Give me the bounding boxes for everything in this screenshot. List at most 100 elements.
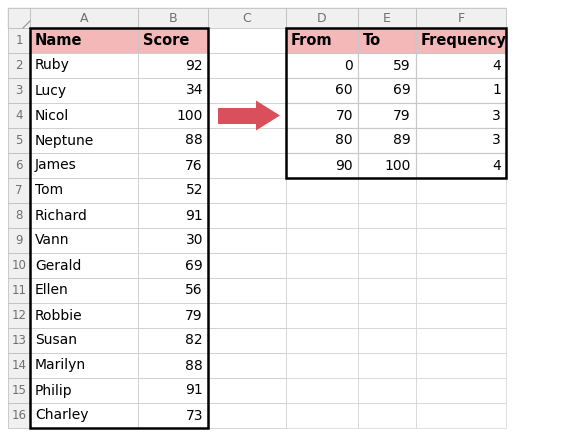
Bar: [30, 53, 138, 78]
Bar: [286, 153, 358, 178]
Text: 4: 4: [492, 59, 501, 72]
Bar: [8, 78, 30, 103]
Text: Marilyn: Marilyn: [35, 359, 86, 373]
Bar: [416, 378, 506, 403]
Bar: [8, 8, 506, 28]
Bar: [138, 103, 208, 128]
Text: 10: 10: [12, 259, 26, 272]
Bar: [138, 353, 208, 378]
Bar: [286, 78, 358, 103]
Bar: [208, 128, 286, 153]
Text: 80: 80: [335, 134, 353, 147]
Bar: [138, 303, 208, 328]
Text: Charley: Charley: [35, 408, 89, 422]
Text: 100: 100: [385, 158, 411, 172]
Text: Nicol: Nicol: [35, 108, 69, 123]
Bar: [416, 78, 506, 103]
Bar: [208, 178, 286, 203]
Text: 88: 88: [185, 134, 203, 147]
Bar: [8, 128, 30, 153]
Bar: [208, 228, 286, 253]
Text: 92: 92: [185, 59, 203, 72]
Bar: [8, 8, 30, 28]
Bar: [358, 8, 416, 28]
Bar: [208, 103, 286, 128]
Bar: [8, 378, 30, 403]
Bar: [30, 178, 138, 203]
Bar: [8, 53, 30, 78]
Bar: [286, 278, 358, 303]
Bar: [8, 178, 30, 203]
Bar: [138, 128, 208, 153]
Bar: [358, 153, 416, 178]
Text: 9: 9: [15, 234, 23, 247]
Text: 34: 34: [186, 83, 203, 97]
Text: Tom: Tom: [35, 183, 63, 198]
Bar: [30, 353, 138, 378]
Text: 79: 79: [185, 309, 203, 322]
Bar: [416, 278, 506, 303]
Text: C: C: [242, 11, 251, 25]
Text: 7: 7: [15, 184, 23, 197]
Text: 4: 4: [15, 109, 23, 122]
Text: 70: 70: [335, 108, 353, 123]
Text: To: To: [363, 33, 381, 48]
Text: 2: 2: [15, 59, 23, 72]
Bar: [416, 153, 506, 178]
Text: E: E: [383, 11, 391, 25]
Bar: [30, 128, 138, 153]
Text: 3: 3: [492, 108, 501, 123]
Text: B: B: [169, 11, 177, 25]
Bar: [358, 78, 416, 103]
Bar: [138, 53, 208, 78]
Text: 69: 69: [393, 83, 411, 97]
Bar: [416, 228, 506, 253]
Bar: [208, 278, 286, 303]
Text: 16: 16: [11, 409, 26, 422]
Bar: [30, 278, 138, 303]
Bar: [416, 53, 506, 78]
Bar: [286, 8, 358, 28]
Text: 4: 4: [492, 158, 501, 172]
Bar: [30, 103, 138, 128]
Text: 8: 8: [15, 209, 22, 222]
Bar: [208, 78, 286, 103]
Bar: [138, 378, 208, 403]
Text: 73: 73: [186, 408, 203, 422]
Text: 3: 3: [15, 84, 22, 97]
Bar: [416, 28, 506, 53]
Bar: [358, 178, 416, 203]
Bar: [30, 328, 138, 353]
Text: From: From: [291, 33, 333, 48]
Bar: [416, 328, 506, 353]
Bar: [358, 28, 416, 53]
Bar: [138, 328, 208, 353]
Bar: [208, 153, 286, 178]
Text: 90: 90: [335, 158, 353, 172]
Text: Philip: Philip: [35, 384, 72, 397]
Bar: [8, 328, 30, 353]
Text: Robbie: Robbie: [35, 309, 82, 322]
Bar: [138, 203, 208, 228]
Bar: [286, 403, 358, 428]
Bar: [208, 328, 286, 353]
Text: Vann: Vann: [35, 233, 70, 247]
Bar: [218, 108, 256, 123]
Bar: [8, 353, 30, 378]
Text: 82: 82: [185, 333, 203, 348]
Text: 60: 60: [335, 83, 353, 97]
Bar: [358, 203, 416, 228]
Bar: [358, 303, 416, 328]
Text: 15: 15: [12, 384, 26, 397]
Text: F: F: [457, 11, 465, 25]
Bar: [286, 53, 358, 78]
Bar: [208, 53, 286, 78]
Bar: [358, 53, 416, 78]
Text: Lucy: Lucy: [35, 83, 67, 97]
Bar: [358, 403, 416, 428]
Bar: [8, 203, 30, 228]
Bar: [286, 203, 358, 228]
Text: 5: 5: [15, 134, 22, 147]
Text: 1: 1: [492, 83, 501, 97]
Bar: [416, 128, 506, 153]
